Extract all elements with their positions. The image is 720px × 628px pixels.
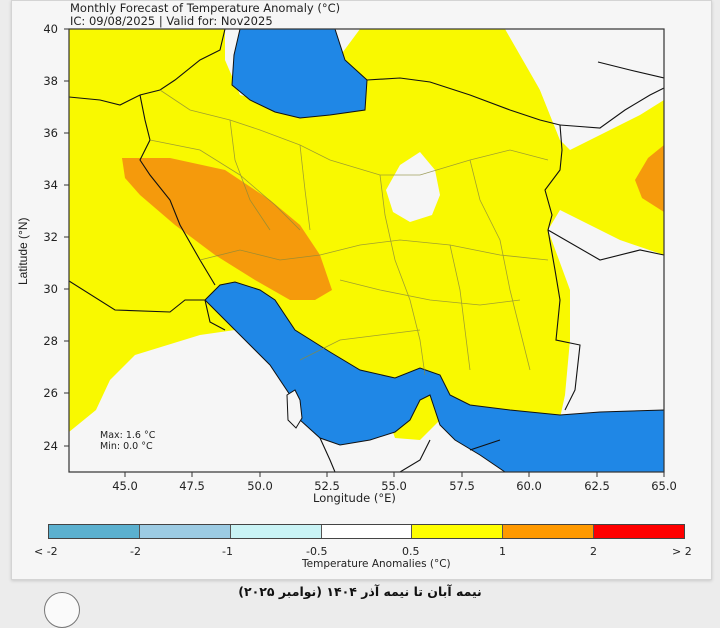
persian-gulf xyxy=(204,281,664,472)
y-tick-label: 32 xyxy=(43,230,58,244)
x-tick-label: 57.5 xyxy=(449,479,475,493)
colorbar-segment xyxy=(139,525,231,538)
y-tick-label: 36 xyxy=(43,126,58,140)
y-axis-label: Latitude (°N) xyxy=(16,217,30,286)
x-tick-label: 60.0 xyxy=(516,479,542,493)
x-tick-marks xyxy=(124,472,665,477)
figure-title: Monthly Forecast of Temperature Anomaly … xyxy=(70,2,340,28)
stats-min: Min: 0.0 °C xyxy=(100,441,153,452)
x-tick-label: 55.0 xyxy=(381,479,407,493)
colorbar-tick-label: < -2 xyxy=(34,545,58,558)
y-tick-label: 28 xyxy=(43,334,58,348)
x-tick-label: 47.5 xyxy=(179,479,205,493)
x-tick-label: 65.0 xyxy=(651,479,677,493)
neutral-patch-central xyxy=(386,152,440,222)
y-tick-label: 26 xyxy=(43,386,58,400)
colorbar-segment xyxy=(321,525,413,538)
title-line-1: Monthly Forecast of Temperature Anomaly … xyxy=(70,1,341,15)
anomaly-orange-region-zagros xyxy=(122,158,332,300)
colorbar-tick-label: 2 xyxy=(590,545,597,558)
title-line-2: IC: 09/08/2025 | Valid for: Nov2025 xyxy=(70,14,273,28)
x-axis-label: Longitude (°E) xyxy=(313,491,396,505)
x-tick-label: 45.0 xyxy=(112,479,138,493)
x-tick-label: 62.5 xyxy=(584,479,610,493)
colorbar-tick-label: -1 xyxy=(222,545,233,558)
y-tick-marks xyxy=(64,28,69,447)
map-plot xyxy=(64,28,665,477)
plot-frame xyxy=(68,28,665,473)
y-tick-label: 38 xyxy=(43,74,58,88)
colorbar-tick-label: -2 xyxy=(130,545,141,558)
anomaly-orange-region-east xyxy=(635,145,664,212)
stats-max: Max: 1.6 °C xyxy=(100,430,156,441)
colorbar-tick-label: 1 xyxy=(499,545,506,558)
anomaly-yellow-region xyxy=(69,29,664,440)
y-tick-label: 34 xyxy=(43,178,58,192)
y-tick-label: 30 xyxy=(43,282,58,296)
persian-caption: نیمه آبان تا نیمه آذر ۱۴۰۴ (نوامبر ۲۰۲۵) xyxy=(238,584,482,599)
x-tick-label: 50.0 xyxy=(247,479,273,493)
province-borders xyxy=(149,89,549,376)
neutral-region-northeast xyxy=(505,29,664,140)
y-tick-label: 40 xyxy=(43,22,58,36)
colorbar-segment xyxy=(230,525,322,538)
colorbar-segment xyxy=(503,525,595,538)
y-tick-label: 24 xyxy=(43,439,58,453)
x-tick-label: 52.5 xyxy=(314,479,340,493)
colorbar-tick-label: > 2 xyxy=(672,545,692,558)
qatar xyxy=(286,389,303,429)
colorbar-segment xyxy=(594,525,685,538)
colorbar-segment xyxy=(412,525,504,538)
colorbar xyxy=(48,524,685,539)
colorbar-segment xyxy=(49,525,140,538)
organization-logo-icon xyxy=(44,592,80,628)
colorbar-label: Temperature Anomalies (°C) xyxy=(302,558,451,570)
colorbar-tick-label: -0.5 xyxy=(306,545,328,558)
stats-annotation: Max: 1.6 °C Min: 0.0 °C xyxy=(100,430,155,452)
caspian-sea xyxy=(231,29,368,119)
colorbar-tick-label: 0.5 xyxy=(402,545,420,558)
